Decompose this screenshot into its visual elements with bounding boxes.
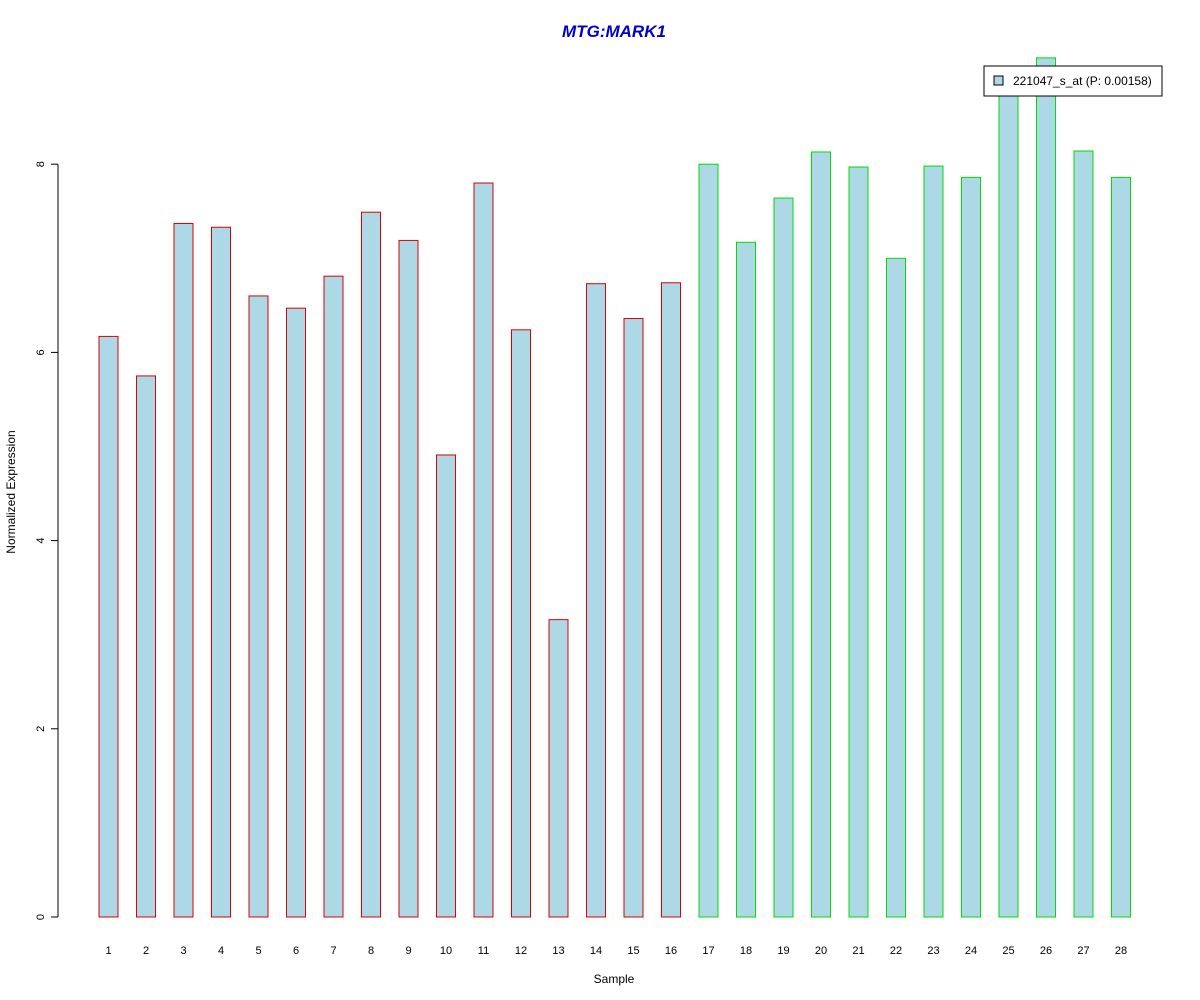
- y-axis-label: Normalized Expression: [4, 430, 18, 553]
- bar-sample-13: [548, 619, 569, 918]
- bar-sample-15: [623, 318, 644, 918]
- x-tick-label: 28: [1115, 945, 1127, 957]
- bar-sample-16: [661, 282, 681, 918]
- x-tick-label: 16: [665, 945, 677, 957]
- x-tick-label: 18: [740, 945, 752, 957]
- x-tick-label: 21: [852, 945, 864, 957]
- bar-sample-26: [1036, 57, 1056, 918]
- bar-sample-12: [511, 329, 531, 918]
- x-tick-label: 23: [927, 945, 939, 957]
- bar-sample-1: [98, 335, 119, 918]
- x-tick-label: 19: [777, 945, 789, 957]
- y-tick-label: 0: [35, 914, 47, 920]
- x-tick-label: 2: [143, 945, 149, 957]
- x-tick-label: 7: [330, 945, 336, 957]
- bar-sample-3: [173, 222, 194, 918]
- bar-sample-11: [473, 182, 494, 918]
- bar-sample-18: [736, 241, 756, 918]
- bar-sample-23: [923, 165, 944, 918]
- y-axis: 0 2 4 6 8: [35, 161, 59, 920]
- x-axis-label: Sample: [594, 972, 635, 986]
- x-tick-label: 27: [1077, 945, 1089, 957]
- x-tick-label: 10: [440, 945, 452, 957]
- x-tick-label: 13: [552, 945, 564, 957]
- bar-sample-21: [848, 166, 869, 918]
- bar-sample-5: [248, 295, 269, 918]
- x-tick-label: 24: [965, 945, 977, 957]
- x-tick-label: 4: [218, 945, 224, 957]
- x-tick-label: 20: [815, 945, 827, 957]
- x-tick-label: 15: [627, 945, 639, 957]
- chart-title: MTG:MARK1: [562, 22, 666, 41]
- bar-sample-10: [436, 454, 456, 918]
- bar-sample-7: [323, 275, 344, 918]
- x-tick-label: 12: [515, 945, 527, 957]
- y-tick-label: 4: [35, 538, 47, 544]
- bar-sample-2: [136, 375, 156, 918]
- x-tick-label: 5: [255, 945, 261, 957]
- bar-sample-9: [398, 239, 419, 918]
- x-tick-label: 25: [1002, 945, 1014, 957]
- bar-sample-28: [1111, 176, 1131, 918]
- bar-sample-22: [886, 257, 906, 918]
- x-tick-label: 1: [105, 945, 111, 957]
- bar-sample-17: [698, 163, 719, 918]
- x-tick-label: 14: [590, 945, 602, 957]
- x-tick-label: 17: [702, 945, 714, 957]
- bar-sample-24: [961, 176, 981, 918]
- x-tick-label: 8: [368, 945, 374, 957]
- x-tick-label: 26: [1040, 945, 1052, 957]
- legend: 221047_s_at (P: 0.00158): [983, 65, 1163, 97]
- bar-sample-19: [773, 197, 794, 918]
- legend-swatch: [993, 75, 1004, 86]
- x-tick-label: 11: [478, 945, 489, 957]
- x-tick-label: 6: [293, 945, 299, 957]
- x-axis-tick-labels: 1 2 3 4 5 6 7 8 9 10 11 12 13 14 15 16 17 18 19 20 21 22 23 24 2…: [105, 945, 1127, 957]
- y-tick-label: 8: [35, 161, 47, 167]
- bar-sample-6: [286, 307, 306, 918]
- legend-box: [983, 65, 1163, 97]
- bar-sample-14: [586, 283, 606, 918]
- bar-sample-25: [998, 85, 1019, 918]
- y-tick-label: 2: [35, 726, 47, 732]
- y-tick-label: 6: [35, 349, 47, 355]
- x-tick-label: 9: [405, 945, 411, 957]
- bar-sample-8: [361, 211, 381, 918]
- x-tick-label: 22: [890, 945, 902, 957]
- legend-label: 221047_s_at (P: 0.00158): [1013, 74, 1152, 88]
- bar-sample-20: [811, 151, 831, 918]
- x-tick-label: 3: [180, 945, 186, 957]
- bar-sample-4: [211, 226, 231, 918]
- bars: [98, 57, 1131, 918]
- bar-sample-27: [1073, 150, 1094, 918]
